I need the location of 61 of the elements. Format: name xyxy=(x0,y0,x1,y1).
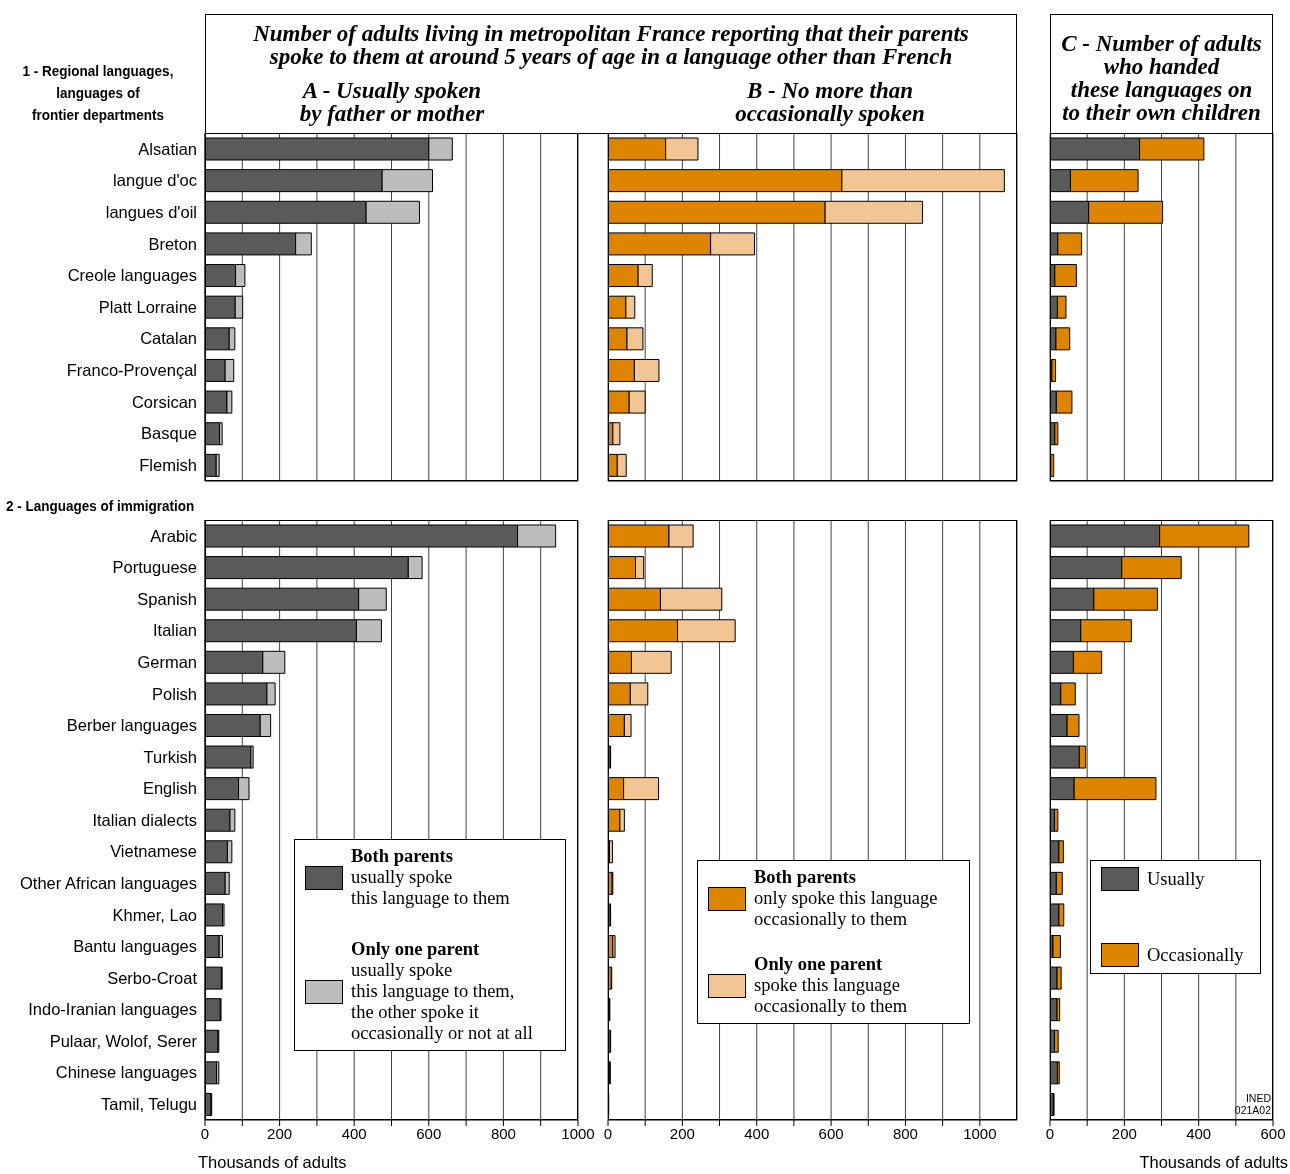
x-tick-label: 200 xyxy=(1111,1124,1137,1142)
x-tick-label: 600 xyxy=(416,1124,442,1142)
y-tick-label: Pulaar, Wolof, Serer xyxy=(49,1031,198,1050)
x-tick-label: 200 xyxy=(267,1124,293,1142)
y-tick-label: Vietnamese xyxy=(110,842,197,861)
y-tick-label: Khmer, Lao xyxy=(112,905,197,924)
x-tick-label: 400 xyxy=(744,1124,770,1142)
y-tick-label: Other African languages xyxy=(19,874,197,893)
x-tick-label: 600 xyxy=(818,1124,844,1142)
y-tick-label: German xyxy=(137,652,197,671)
x-tick-label: 0 xyxy=(603,1124,613,1142)
chart-subtitle: B - No more than occasionally spoken xyxy=(734,78,926,126)
legend-label: Occasionally xyxy=(1147,944,1244,966)
y-tick-label: Bantu languages xyxy=(73,937,197,956)
y-tick-label: Turkish xyxy=(143,747,197,766)
annotation: INED 021A02 xyxy=(1234,1092,1271,1116)
x-tick-label: 400 xyxy=(341,1124,367,1142)
x-tick-label: 800 xyxy=(892,1124,918,1142)
x-tick-label: 1000 xyxy=(963,1124,997,1142)
x-tick-label: 600 xyxy=(1260,1124,1286,1142)
x-tick-label: 1000 xyxy=(561,1124,595,1142)
chart-title: Number of adults living in metropolitan France reporting that their parents spoke to them at around 5 years of age in a language other than French xyxy=(252,21,970,69)
y-tick-label: Tamil, Telugu xyxy=(101,1095,197,1114)
chart-title: C - Number of adults who handed these languages on to their own children xyxy=(1060,31,1263,125)
x-tick-label: 400 xyxy=(1186,1124,1212,1142)
y-tick-label: English xyxy=(142,779,197,798)
legend-label: Only one parent usually spoke this language to them, the other spoke it occasionally or not at all xyxy=(351,939,533,1044)
y-tick-label: Corsican xyxy=(131,392,197,411)
y-tick-label: langues d'oil xyxy=(105,202,197,221)
legend-label: Both parents usually spoke this language to them xyxy=(351,846,510,909)
legend-label: Usually xyxy=(1147,868,1205,890)
y-tick-label: Arabic xyxy=(150,526,197,545)
x-tick-label: 200 xyxy=(669,1124,695,1142)
y-tick-label: Breton xyxy=(148,234,197,253)
y-tick-label: Portuguese xyxy=(112,558,197,577)
y-tick-label: Catalan xyxy=(140,329,197,348)
x-tick-label: 0 xyxy=(200,1124,210,1142)
y-axis-title: 1 - Regional languages, languages of frontier departments xyxy=(21,61,175,125)
y-tick-label: Berber languages xyxy=(66,716,197,735)
x-axis-title: Thousands of adults xyxy=(198,1153,347,1171)
y-tick-label: Platt Lorraine xyxy=(98,297,197,316)
y-tick-label: Alsatian xyxy=(138,139,197,158)
y-tick-label: Serbo-Croat xyxy=(107,968,198,987)
y-tick-label: Basque xyxy=(141,424,197,443)
y-tick-label: Indo-Iranian languages xyxy=(28,1000,197,1019)
y-tick-label: Spanish xyxy=(137,589,197,608)
x-tick-label: 0 xyxy=(1045,1124,1055,1142)
y-tick-label: Italian dialects xyxy=(92,810,197,829)
y-tick-label: Creole languages xyxy=(67,266,197,285)
legend-label: Only one parent spoke this language occasionally to them xyxy=(754,954,908,1017)
y-tick-label: langue d'oc xyxy=(113,171,197,190)
y-tick-label: Chinese languages xyxy=(55,1063,197,1082)
chart-subtitle: A - Usually spoken by father or mother xyxy=(298,78,486,126)
y-axis-title: 2 - Languages of immigration xyxy=(6,496,196,516)
y-tick-label: Polish xyxy=(152,684,197,703)
x-axis-title: Thousands of adults xyxy=(1139,1153,1288,1171)
y-tick-label: Flemish xyxy=(139,456,197,475)
y-tick-label: Franco-Provençal xyxy=(66,361,197,380)
x-tick-label: 800 xyxy=(490,1124,516,1142)
y-tick-label: Italian xyxy=(152,621,197,640)
legend-label: Both parents only spoke this language occasionally to them xyxy=(754,867,938,930)
